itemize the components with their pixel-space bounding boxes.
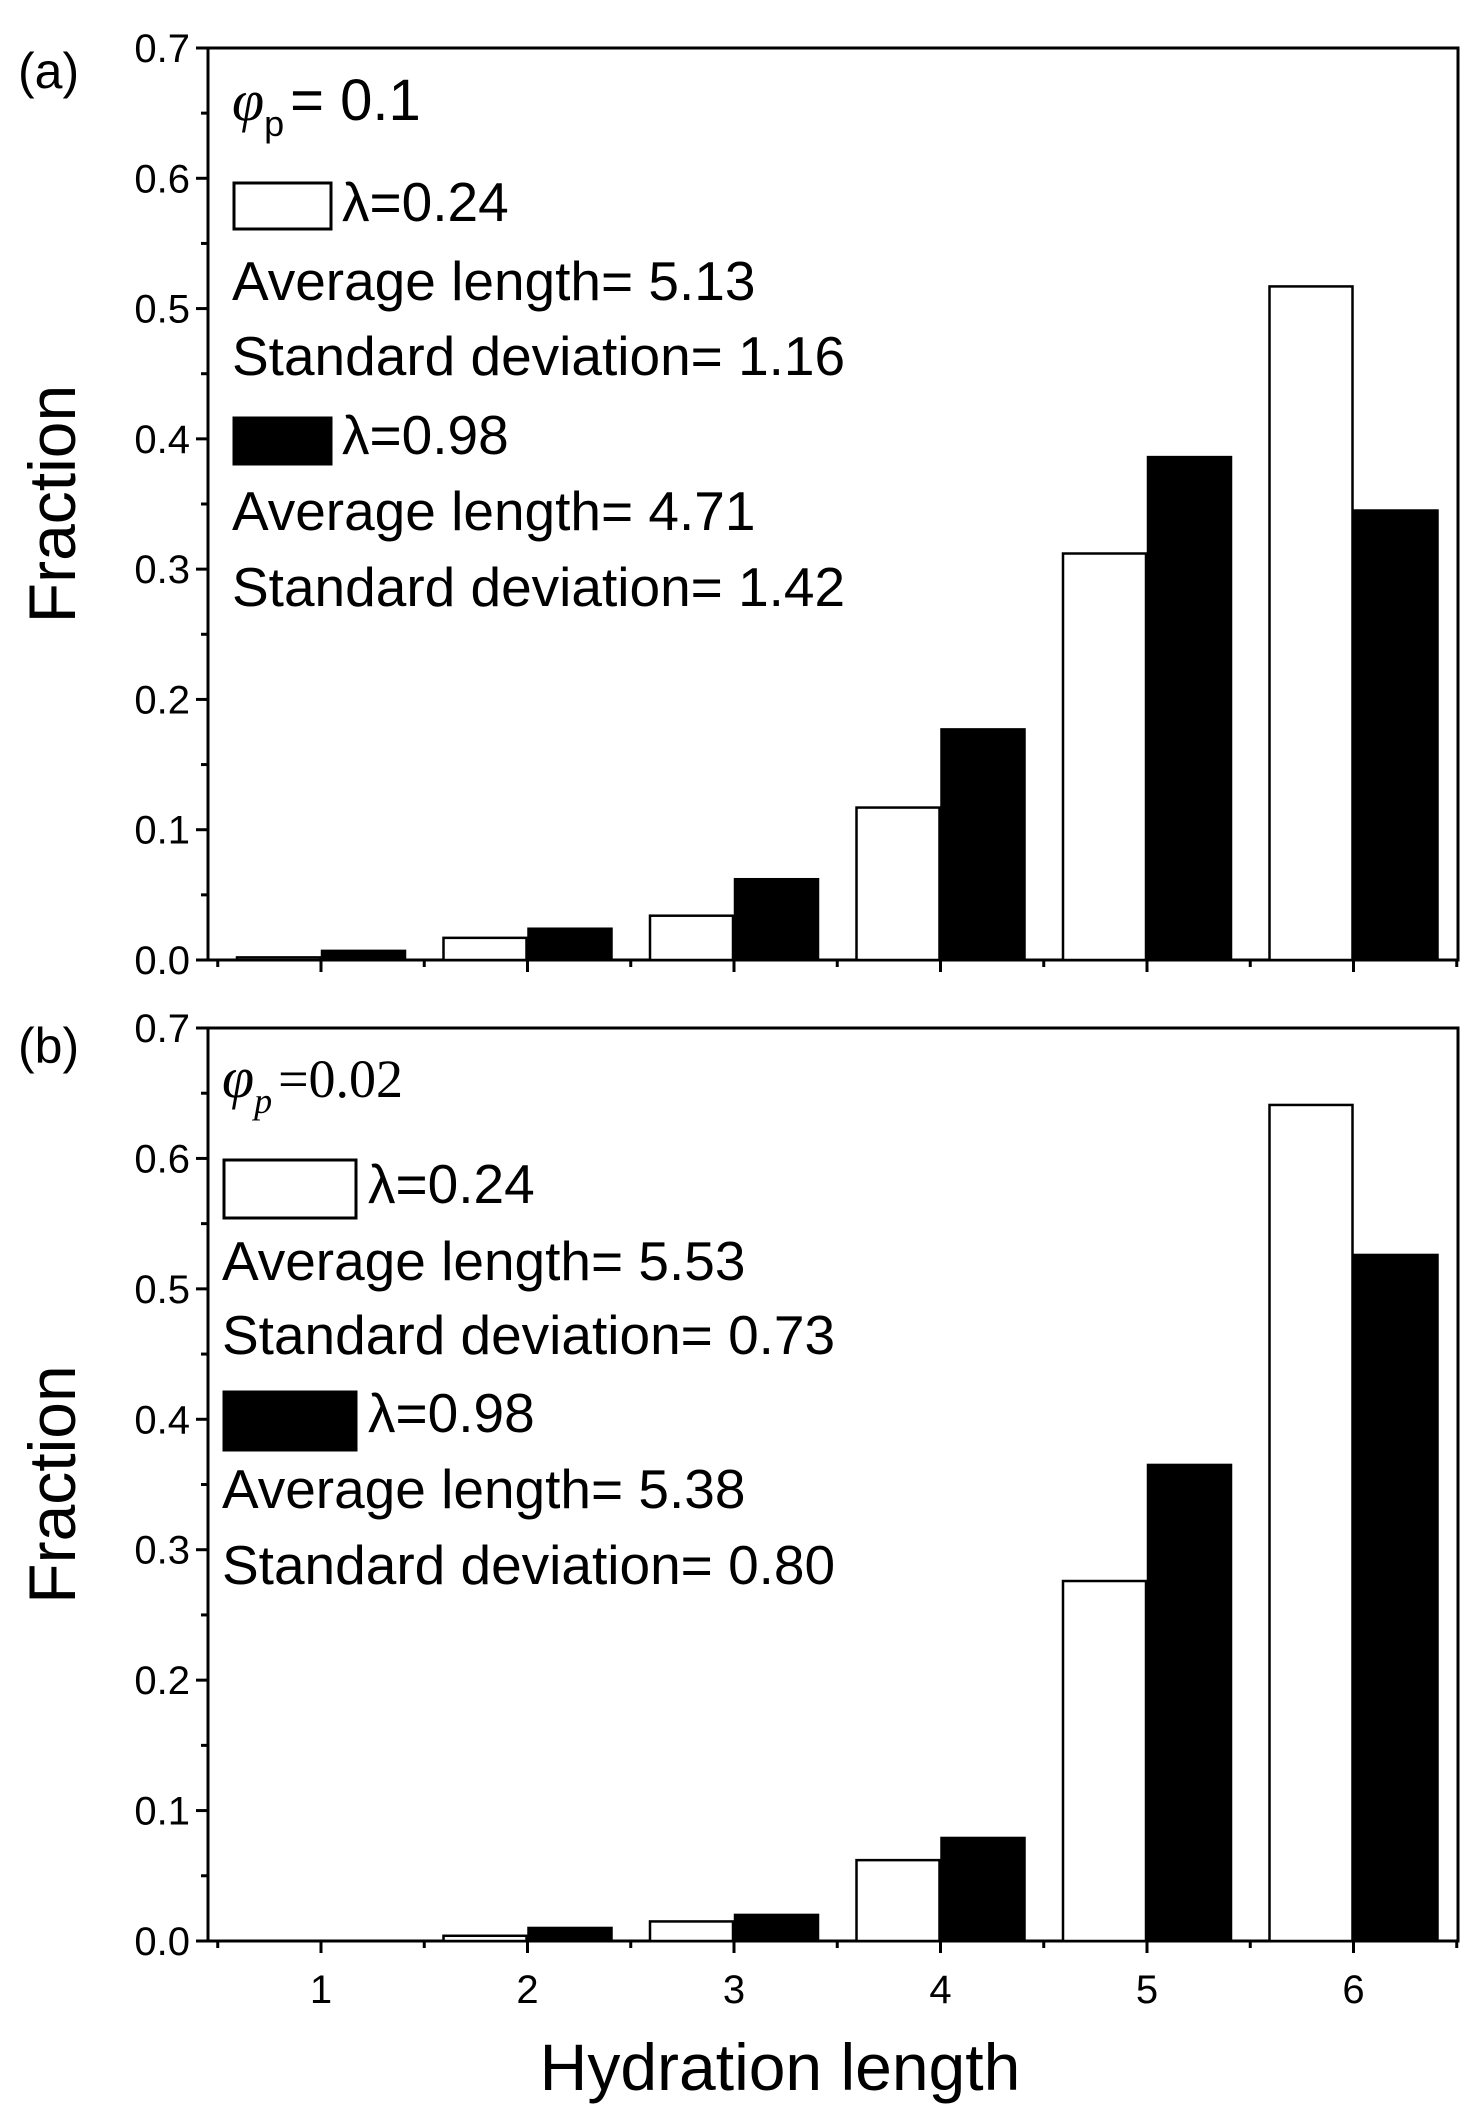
bar-lambda-098 (320, 949, 407, 962)
legend-key-swatch (222, 1158, 358, 1220)
bar-lambda-098 (527, 927, 613, 962)
bar-lambda-024 (1061, 1579, 1148, 1943)
bar-lambda-024 (1268, 1103, 1354, 1943)
x-tick-label: 1 (310, 1968, 332, 2012)
y-tick-label: 0.2 (134, 678, 190, 722)
x-tick-label: 5 (1136, 1968, 1158, 2012)
y-tick-label: 0.1 (134, 809, 190, 853)
x-tick-label: 2 (516, 1968, 538, 2012)
legend-key-swatch (232, 181, 333, 231)
bar-lambda-098 (733, 1913, 820, 1943)
y-tick-label: 0.0 (134, 939, 190, 983)
x-tick-label: 6 (1342, 1968, 1364, 2012)
series-stat: Average length= 4.71 (232, 480, 755, 542)
bar-lambda-024 (1268, 285, 1354, 962)
y-tick-label: 0.4 (134, 418, 190, 462)
panel-a: 0.0 0.1 0.2 0.3 0.4 0.5 0.6 0.7 (a) φp = 0.1 λ=0.24… (15, 27, 1460, 983)
y-tick-label: 0.7 (134, 27, 190, 71)
y-axis-label: Fraction (15, 385, 89, 623)
legend-key-label: λ=0.24 (368, 1153, 535, 1215)
x-axis-label: Hydration length (540, 2030, 1021, 2104)
y-tick-label: 0.5 (134, 1268, 190, 1312)
legend-key-swatch (222, 1390, 358, 1452)
series-stat: Average length= 5.53 (222, 1230, 745, 1292)
y-tick-label: 0.1 (134, 1790, 190, 1834)
legend-key-label: λ=0.24 (342, 171, 509, 233)
panel-label: (b) (18, 1018, 79, 1074)
series-stat: Average length= 5.13 (232, 250, 755, 312)
legend-key-label: λ=0.98 (342, 404, 509, 466)
series-stat: Average length= 5.38 (222, 1458, 745, 1520)
bar-lambda-024 (648, 914, 735, 962)
y-tick-label: 0.4 (134, 1398, 190, 1442)
y-axis-label: Fraction (15, 1365, 89, 1603)
bar-lambda-098 (1353, 1253, 1439, 1943)
y-tick-label: 0.3 (134, 548, 190, 592)
legend-key-swatch (232, 416, 333, 466)
bar-lambda-024 (648, 1920, 735, 1943)
series-stat: Standard deviation= 0.73 (222, 1304, 835, 1366)
series-stat: Standard deviation= 1.16 (232, 325, 845, 387)
bar-lambda-098 (940, 1836, 1026, 1943)
y-tick-label: 0.6 (134, 1137, 190, 1181)
bar-lambda-024 (442, 936, 528, 962)
y-tick-label: 0.2 (134, 1659, 190, 1703)
phi-annotation: φp = 0.1 (232, 68, 421, 144)
y-tick-label: 0.7 (134, 1007, 190, 1051)
bar-lambda-024 (855, 1858, 941, 1943)
bar-lambda-098 (1353, 509, 1439, 962)
x-tick-label: 3 (723, 1968, 745, 2012)
bar-lambda-024 (442, 1934, 528, 1943)
series-stat: Standard deviation= 0.80 (222, 1534, 835, 1596)
bar-lambda-098 (733, 877, 820, 962)
bar-lambda-098 (527, 1926, 613, 1943)
panel-label: (a) (18, 43, 79, 99)
bar-lambda-024 (235, 956, 322, 962)
x-tick-label: 4 (929, 1968, 951, 2012)
bar-lambda-024 (1061, 552, 1148, 962)
bar-lambda-098 (940, 728, 1026, 962)
series-stat: Standard deviation= 1.42 (232, 556, 845, 618)
bar-lambda-024 (855, 806, 941, 962)
y-tick-label: 0.5 (134, 288, 190, 332)
legend-key-label: λ=0.98 (368, 1382, 535, 1444)
bar-lambda-098 (1146, 1463, 1233, 1943)
y-tick-label: 0.0 (134, 1920, 190, 1964)
panel-b: 0.0 0.1 0.2 0.3 0.4 0.5 0.6 0.7 1 2 3 4 5 6 (b) φp =0.02… (15, 1007, 1460, 2104)
phi-annotation: φp =0.02 (222, 1045, 403, 1121)
y-tick-label: 0.6 (134, 157, 190, 201)
bar-lambda-098 (1146, 455, 1233, 962)
y-tick-label: 0.3 (134, 1529, 190, 1573)
